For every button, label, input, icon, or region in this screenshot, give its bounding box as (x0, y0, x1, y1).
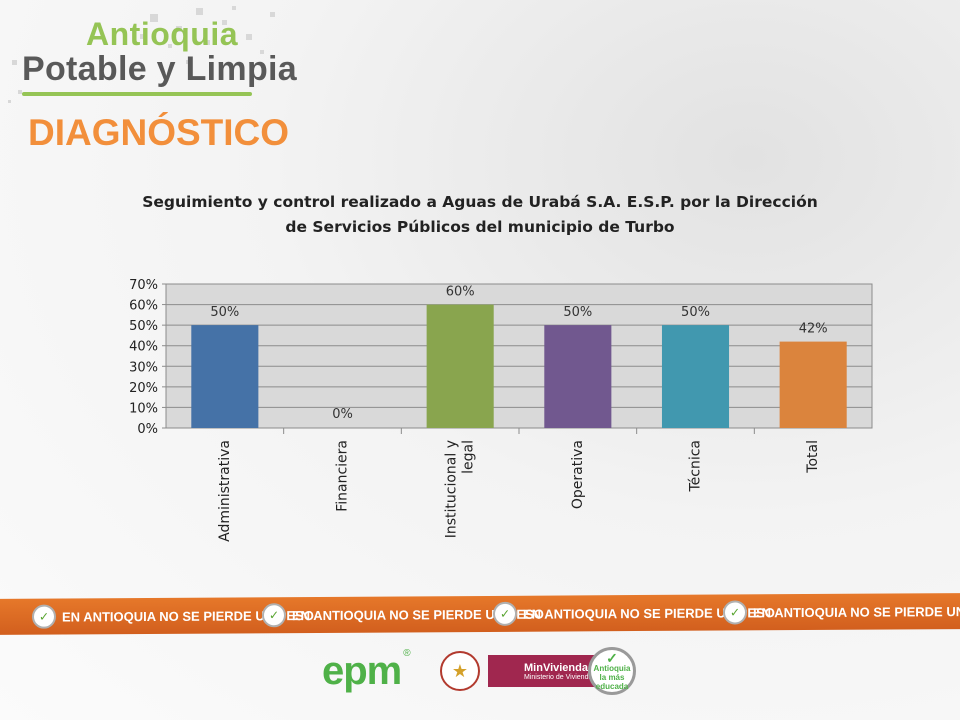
page-title: DIAGNÓSTICO (28, 112, 290, 153)
brand-line1: Antioquia (86, 16, 239, 52)
minvivienda-badge: MinVivienda Ministerio de Vivienda (488, 655, 596, 687)
colombia-shield-icon: ★ (440, 651, 480, 691)
bar (544, 325, 612, 428)
antioquia-educada-seal: ✓ Antioquia la más educada (588, 647, 636, 695)
slogan-banner: ✓ EN ANTIOQUIA NO SE PIERDE UN PESO ✓ EN AN… (0, 593, 960, 635)
edu-line2: la más (599, 672, 625, 682)
data-label: 50% (210, 305, 239, 320)
check-icon: ✓ (606, 649, 618, 666)
y-tick-label: 70% (129, 278, 158, 293)
brand-underline (22, 92, 252, 96)
banner-text: EN ANTIOQUIA NO SE PIERDE UN PESO (753, 603, 960, 620)
antioquia-seal-icon: ✓ (32, 604, 56, 629)
registered-mark: ® (403, 648, 411, 659)
bar (779, 341, 847, 428)
data-label: 50% (563, 305, 592, 320)
y-tick-label: 10% (129, 401, 158, 416)
x-tick-label: Técnica (688, 440, 704, 493)
chart-title: Seguimiento y control realizado a Aguas … (140, 190, 820, 240)
epm-logo: epm ® (322, 648, 411, 694)
y-tick-label: 50% (129, 319, 158, 334)
y-tick-label: 40% (129, 340, 158, 355)
x-tick-label: Financiera (335, 440, 351, 512)
x-tick-label: Administrativa (217, 440, 233, 542)
data-label: 42% (799, 322, 828, 337)
y-tick-label: 60% (129, 299, 158, 314)
y-tick-label: 0% (137, 422, 158, 437)
antioquia-educada-logo: ✓ Antioquia la más educada (588, 647, 636, 695)
bar (661, 325, 730, 428)
edu-line3: educada (595, 681, 629, 691)
minvivienda-title: MinVivienda (524, 661, 588, 674)
y-tick-label: 20% (129, 381, 158, 396)
bar (426, 304, 494, 428)
bar-chart: 0% 10% 20% 30% 40% 50% 60% 70% 50% Administrativa… (129, 278, 873, 542)
brand-line2: Potable y Limpia (22, 50, 297, 88)
antioquia-seal-icon: ✓ (493, 601, 517, 626)
chart-title-line2: de Servicios Públicos del municipio de T… (285, 218, 675, 236)
epm-logo-text: epm (322, 648, 402, 693)
data-label: 60% (446, 285, 475, 300)
x-tick-label: Total (805, 440, 821, 474)
minvivienda-subtitle: Ministerio de Vivienda (524, 673, 593, 681)
data-label: 50% (681, 305, 710, 320)
antioquia-seal-icon: ✓ (262, 603, 286, 628)
minvivienda-logo: ★ MinVivienda Ministerio de Vivienda (440, 648, 596, 694)
antioquia-seal-icon: ✓ (723, 600, 747, 625)
banner-item: ✓ EN ANTIOQUIA NO SE PIERDE UN PESO (723, 598, 960, 626)
plot-area (166, 284, 872, 428)
x-tick-label: Operativa (570, 440, 586, 509)
data-label: 0% (332, 407, 353, 422)
chart-title-line1: Seguimiento y control realizado a Aguas … (142, 193, 818, 211)
edu-line1: Antioquia (593, 663, 631, 673)
y-tick-label: 30% (129, 360, 158, 375)
x-tick-label: Institucional y (444, 440, 460, 538)
bar (191, 325, 259, 428)
x-tick-label: legal (461, 440, 477, 474)
